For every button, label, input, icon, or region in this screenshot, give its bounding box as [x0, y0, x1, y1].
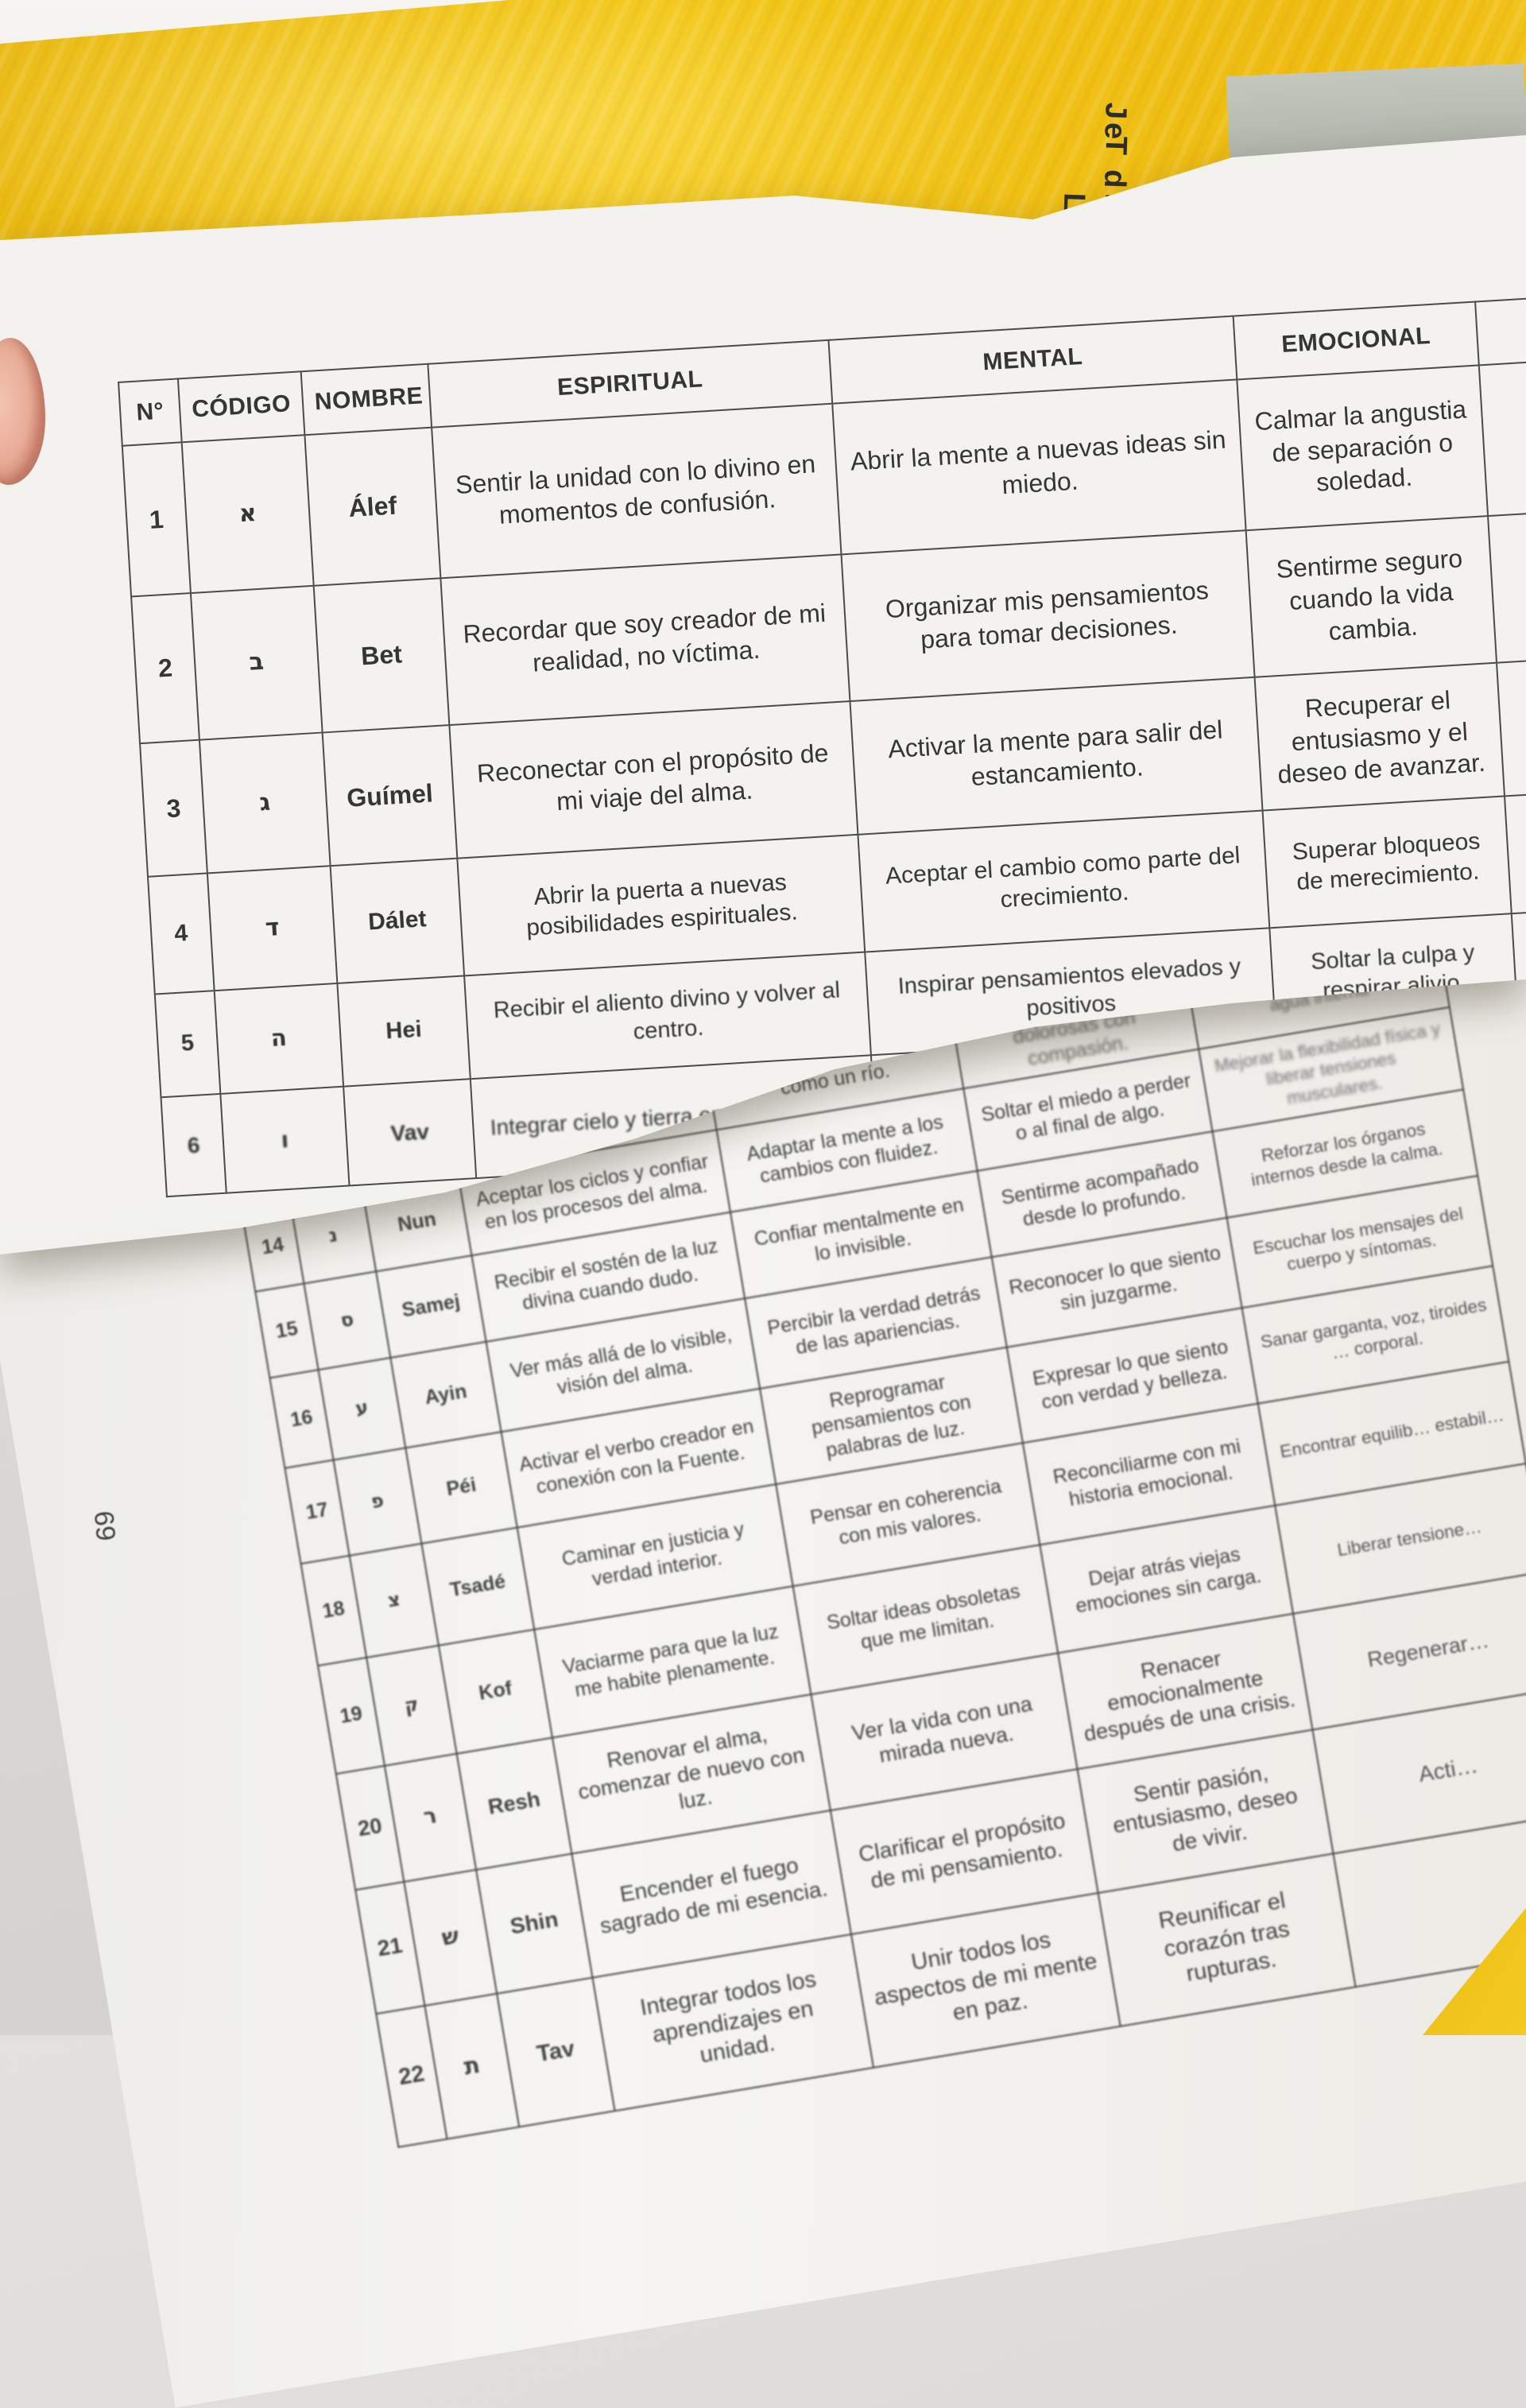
- cell-emocional: [1276, 1016, 1524, 1130]
- header-num: N°: [118, 378, 182, 446]
- cell-num: 4: [148, 873, 215, 995]
- top-table-wrap: N° CÓDIGO NOMBRE ESPIRITUAL MENTAL EMOCI…: [118, 289, 1526, 1197]
- cell-name: Bet: [313, 578, 450, 733]
- cell-espiritual: Reconectar con el propósito de mi viaje …: [449, 701, 858, 859]
- cell-espiritual: Recordar que soy creador de mi realidad,…: [440, 554, 850, 726]
- cell-mental: Abrir la mente a nuevas ideas sin miedo.: [832, 379, 1246, 555]
- cell-code: א: [181, 435, 314, 594]
- cell-mental: Conectar ideas dispersas con claridad.: [870, 1031, 1282, 1155]
- top-page-paper: N° CÓDIGO NOMBRE ESPIRITUAL MENTAL EMOCI…: [0, 135, 1526, 1254]
- cell-espiritual: Sentir la unidad con lo divino en moment…: [432, 403, 842, 579]
- cell-fisico: [1517, 1004, 1526, 1116]
- cell-code: ה: [214, 983, 344, 1094]
- cell-num: 6: [161, 1093, 227, 1197]
- cell-emocional: Sentirme seguro cuando la vida cambia.: [1245, 516, 1497, 677]
- header-fisico-cut: [1475, 289, 1526, 366]
- cell-emocional: Soltar la culpa y respirar alivio.: [1269, 913, 1518, 1032]
- cell-num: 5: [154, 991, 221, 1098]
- cell-mental: Aceptar el cambio como parte del crecimi…: [858, 810, 1270, 952]
- cell-name: Vav: [343, 1079, 477, 1186]
- cell-code: ד: [207, 866, 338, 991]
- cell-fisico: Expan… oxigena…: [1511, 901, 1526, 1017]
- cell-emocional: Recuperar el entusiasmo y el deseo de av…: [1254, 662, 1505, 811]
- cell-mental: Organizar mis pensamientos para tomar de…: [841, 530, 1255, 702]
- cell-name: Hei: [337, 975, 471, 1087]
- cell-name: Dálet: [330, 858, 465, 983]
- header-codigo: CÓDIGO: [177, 371, 305, 443]
- header-nombre: NOMBRE: [300, 363, 432, 436]
- letters-table-top: N° CÓDIGO NOMBRE ESPIRITUAL MENTAL EMOCI…: [118, 289, 1526, 1197]
- cell-name: Álef: [304, 427, 441, 586]
- cell-num: 1: [122, 442, 191, 597]
- cell-emocional: Calmar la angustia de separación o soled…: [1237, 365, 1489, 531]
- cell-espiritual: Abrir la puerta a nuevas posibilidades e…: [457, 834, 866, 976]
- cell-num: 3: [140, 739, 207, 877]
- cell-emocional: Superar bloqueos de merecimiento.: [1262, 796, 1512, 929]
- cell-num: 2: [131, 593, 199, 744]
- cell-name: Guímel: [322, 725, 458, 867]
- cell-code: ג: [199, 732, 331, 874]
- cell-code: ו: [220, 1086, 350, 1193]
- cell-code: ב: [190, 585, 323, 740]
- cell-mental: Activar la mente para salir del estancam…: [850, 677, 1263, 835]
- cell-fisico: [1478, 352, 1526, 517]
- top-page[interactable]: N° CÓDIGO NOMBRE ESPIRITUAL MENTAL EMOCI…: [0, 0, 1526, 2035]
